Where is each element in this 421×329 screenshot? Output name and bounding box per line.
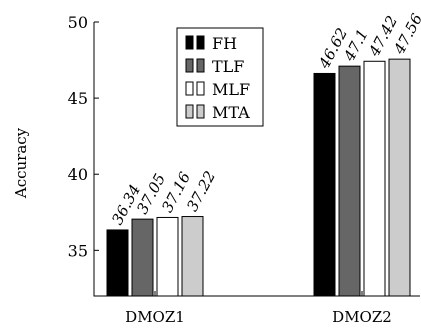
x-tick-label: DMOZ2: [332, 308, 392, 326]
y-axis-label-group: Accuracy: [12, 127, 30, 199]
y-tick-label: 35: [68, 241, 88, 260]
legend-label: FH: [212, 34, 237, 53]
y-tick-label: 50: [68, 13, 88, 32]
legend-swatch: [196, 35, 205, 50]
x-tick-label: DMOZ1: [125, 308, 185, 326]
legend-swatch: [185, 58, 194, 73]
legend-swatch: [196, 104, 205, 119]
legend-swatch: [185, 81, 194, 96]
y-tick-label: 40: [68, 165, 88, 184]
legend-swatch: [185, 104, 194, 119]
axis-lines: [93, 22, 420, 297]
bar-mlf-dmoz1: [156, 216, 179, 297]
bar-mta-dmoz1: [181, 216, 204, 297]
bar-mta-dmoz2: [388, 58, 411, 297]
bar-mlf-dmoz2: [363, 60, 386, 297]
bar-fh-dmoz2: [313, 72, 336, 297]
y-axis-label: Accuracy: [12, 127, 30, 199]
legend-label: TLF: [212, 57, 244, 76]
bar-tlf-dmoz1: [131, 218, 154, 297]
legend-swatch: [185, 35, 194, 50]
y-tick-label: 45: [68, 89, 88, 108]
legend: FH TLF MLF MTA: [176, 27, 264, 127]
bar-tlf-dmoz2: [338, 65, 361, 297]
legend-label: MLF: [212, 80, 250, 99]
legend-swatch: [196, 81, 205, 96]
bar-fh-dmoz1: [106, 229, 129, 297]
legend-swatch: [196, 58, 205, 73]
legend-label: MTA: [212, 103, 250, 122]
